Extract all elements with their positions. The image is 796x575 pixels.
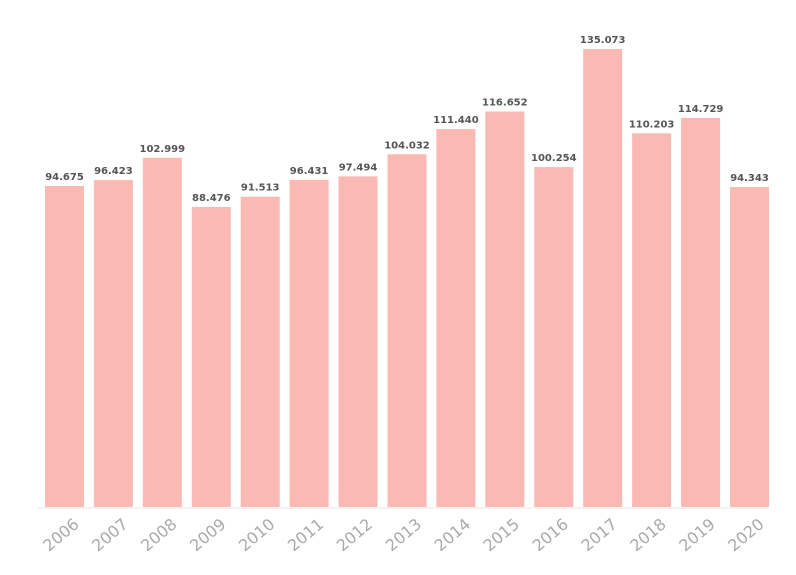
x-tick-label-2011: 2011 [284, 514, 327, 555]
value-labels-group: 94.675 96.423 102.999 88.476 91.513 96.431 97.… [45, 35, 769, 204]
x-tick-label-2019: 2019 [675, 514, 718, 555]
bar-2019 [681, 118, 721, 507]
bar-2017 [583, 49, 623, 507]
value-label-2012: 97.494 [339, 162, 378, 173]
value-label-2015: 116.652 [482, 98, 528, 109]
x-tick-label-2017: 2017 [577, 514, 620, 555]
bar-2012 [338, 176, 378, 507]
x-tick-label-2008: 2008 [137, 514, 180, 555]
bar-2006 [45, 186, 84, 507]
bar-2015 [485, 111, 525, 507]
x-tick-label-2007: 2007 [88, 514, 131, 555]
x-tick-labels-group: 2006 2007 2008 2009 2010 2011 2012 2013 2014 2015… [39, 514, 767, 555]
bar-2018 [632, 133, 672, 508]
bars-group [45, 49, 769, 508]
x-tick-label-2016: 2016 [529, 514, 572, 555]
bar-2020 [730, 187, 769, 507]
value-label-2009: 88.476 [192, 193, 231, 204]
value-label-2020: 94.343 [730, 173, 769, 184]
bar-2013 [387, 154, 427, 508]
value-label-2013: 104.032 [384, 140, 430, 151]
bar-2007 [93, 180, 133, 507]
bar-2008 [142, 157, 182, 508]
bar-2014 [436, 129, 476, 507]
bar-2009 [191, 207, 231, 507]
value-label-2010: 91.513 [241, 183, 280, 194]
x-tick-label-2012: 2012 [333, 514, 376, 555]
x-tick-label-2013: 2013 [382, 514, 425, 555]
bar-2011 [289, 180, 329, 507]
x-tick-label-2018: 2018 [626, 514, 669, 555]
value-label-2018: 110.203 [629, 119, 675, 130]
x-tick-label-2020: 2020 [724, 514, 767, 555]
value-label-2006: 94.675 [45, 172, 84, 183]
value-label-2008: 102.999 [140, 144, 186, 155]
value-label-2016: 100.254 [531, 153, 577, 164]
value-label-2019: 114.729 [678, 104, 724, 115]
value-label-2014: 111.440 [433, 115, 479, 126]
x-tick-label-2006: 2006 [39, 514, 82, 555]
x-tick-label-2014: 2014 [431, 514, 474, 555]
value-label-2007: 96.423 [94, 166, 133, 177]
x-tick-label-2009: 2009 [186, 514, 229, 555]
bar-2016 [534, 167, 574, 507]
value-label-2017: 135.073 [580, 35, 626, 46]
bar-2010 [240, 196, 280, 507]
value-label-2011: 96.431 [290, 166, 329, 177]
x-tick-label-2010: 2010 [235, 514, 278, 555]
x-tick-label-2015: 2015 [480, 514, 523, 555]
